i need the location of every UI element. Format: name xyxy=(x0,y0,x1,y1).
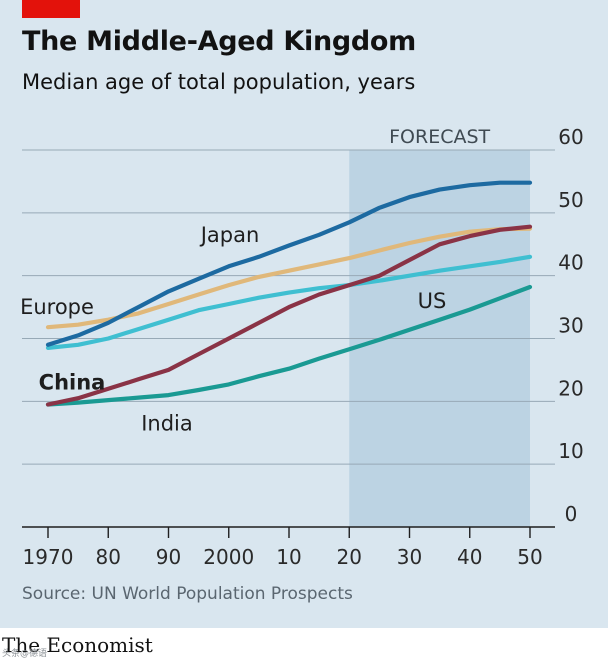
brand-red-tag xyxy=(22,0,80,18)
y-tick-label: 20 xyxy=(558,376,583,400)
x-tick-label: 10 xyxy=(276,545,301,569)
publisher-logo: The Economist xyxy=(2,633,153,657)
series-label-india: India xyxy=(141,411,193,435)
y-tick-label: 60 xyxy=(558,125,583,149)
x-tick-label: 90 xyxy=(156,545,181,569)
x-tick-label: 40 xyxy=(457,545,482,569)
series-lines xyxy=(45,180,533,407)
y-tick-label: 50 xyxy=(558,188,583,212)
chart-title: The Middle-Aged Kingdom xyxy=(22,26,417,57)
series-label-us: US xyxy=(418,289,447,313)
series-line-india xyxy=(45,284,533,407)
series-label-china: China xyxy=(39,370,106,394)
x-tick-label: 50 xyxy=(517,545,542,569)
series-line-china xyxy=(45,224,533,407)
series-line-us xyxy=(45,254,533,350)
y-tick-label: 40 xyxy=(558,251,583,275)
series-line-japan xyxy=(45,180,533,347)
y-tick-label: 30 xyxy=(558,314,583,338)
y-tick-label: 10 xyxy=(558,439,583,463)
series-label-japan: Japan xyxy=(199,223,260,247)
watermark: 头条@德语 xyxy=(2,649,48,659)
series-labels: Japan Europe US China India xyxy=(20,223,446,435)
y-axis-ticks: 0 10 20 30 40 50 60 xyxy=(558,125,583,526)
y-tick-label: 0 xyxy=(565,502,578,526)
series-label-europe: Europe xyxy=(20,295,94,319)
x-tick-label: 30 xyxy=(397,545,422,569)
line-chart: FORECAST 0 10 20 30 40 50 60 1970 80 90 2000 10 20 3… xyxy=(20,125,584,569)
x-axis-ticks: 1970 80 90 2000 10 20 30 40 50 xyxy=(23,527,543,569)
forecast-label: FORECAST xyxy=(389,126,490,148)
x-tick-label: 1970 xyxy=(23,545,74,569)
source-note: Source: UN World Population Prospects xyxy=(22,584,353,604)
series-line-europe xyxy=(45,226,533,330)
x-tick-label: 80 xyxy=(96,545,121,569)
x-tick-label: 2000 xyxy=(203,545,254,569)
gridlines xyxy=(22,149,555,528)
x-tick-label: 20 xyxy=(337,545,362,569)
chart-subtitle: Median age of total population, years xyxy=(22,70,416,94)
